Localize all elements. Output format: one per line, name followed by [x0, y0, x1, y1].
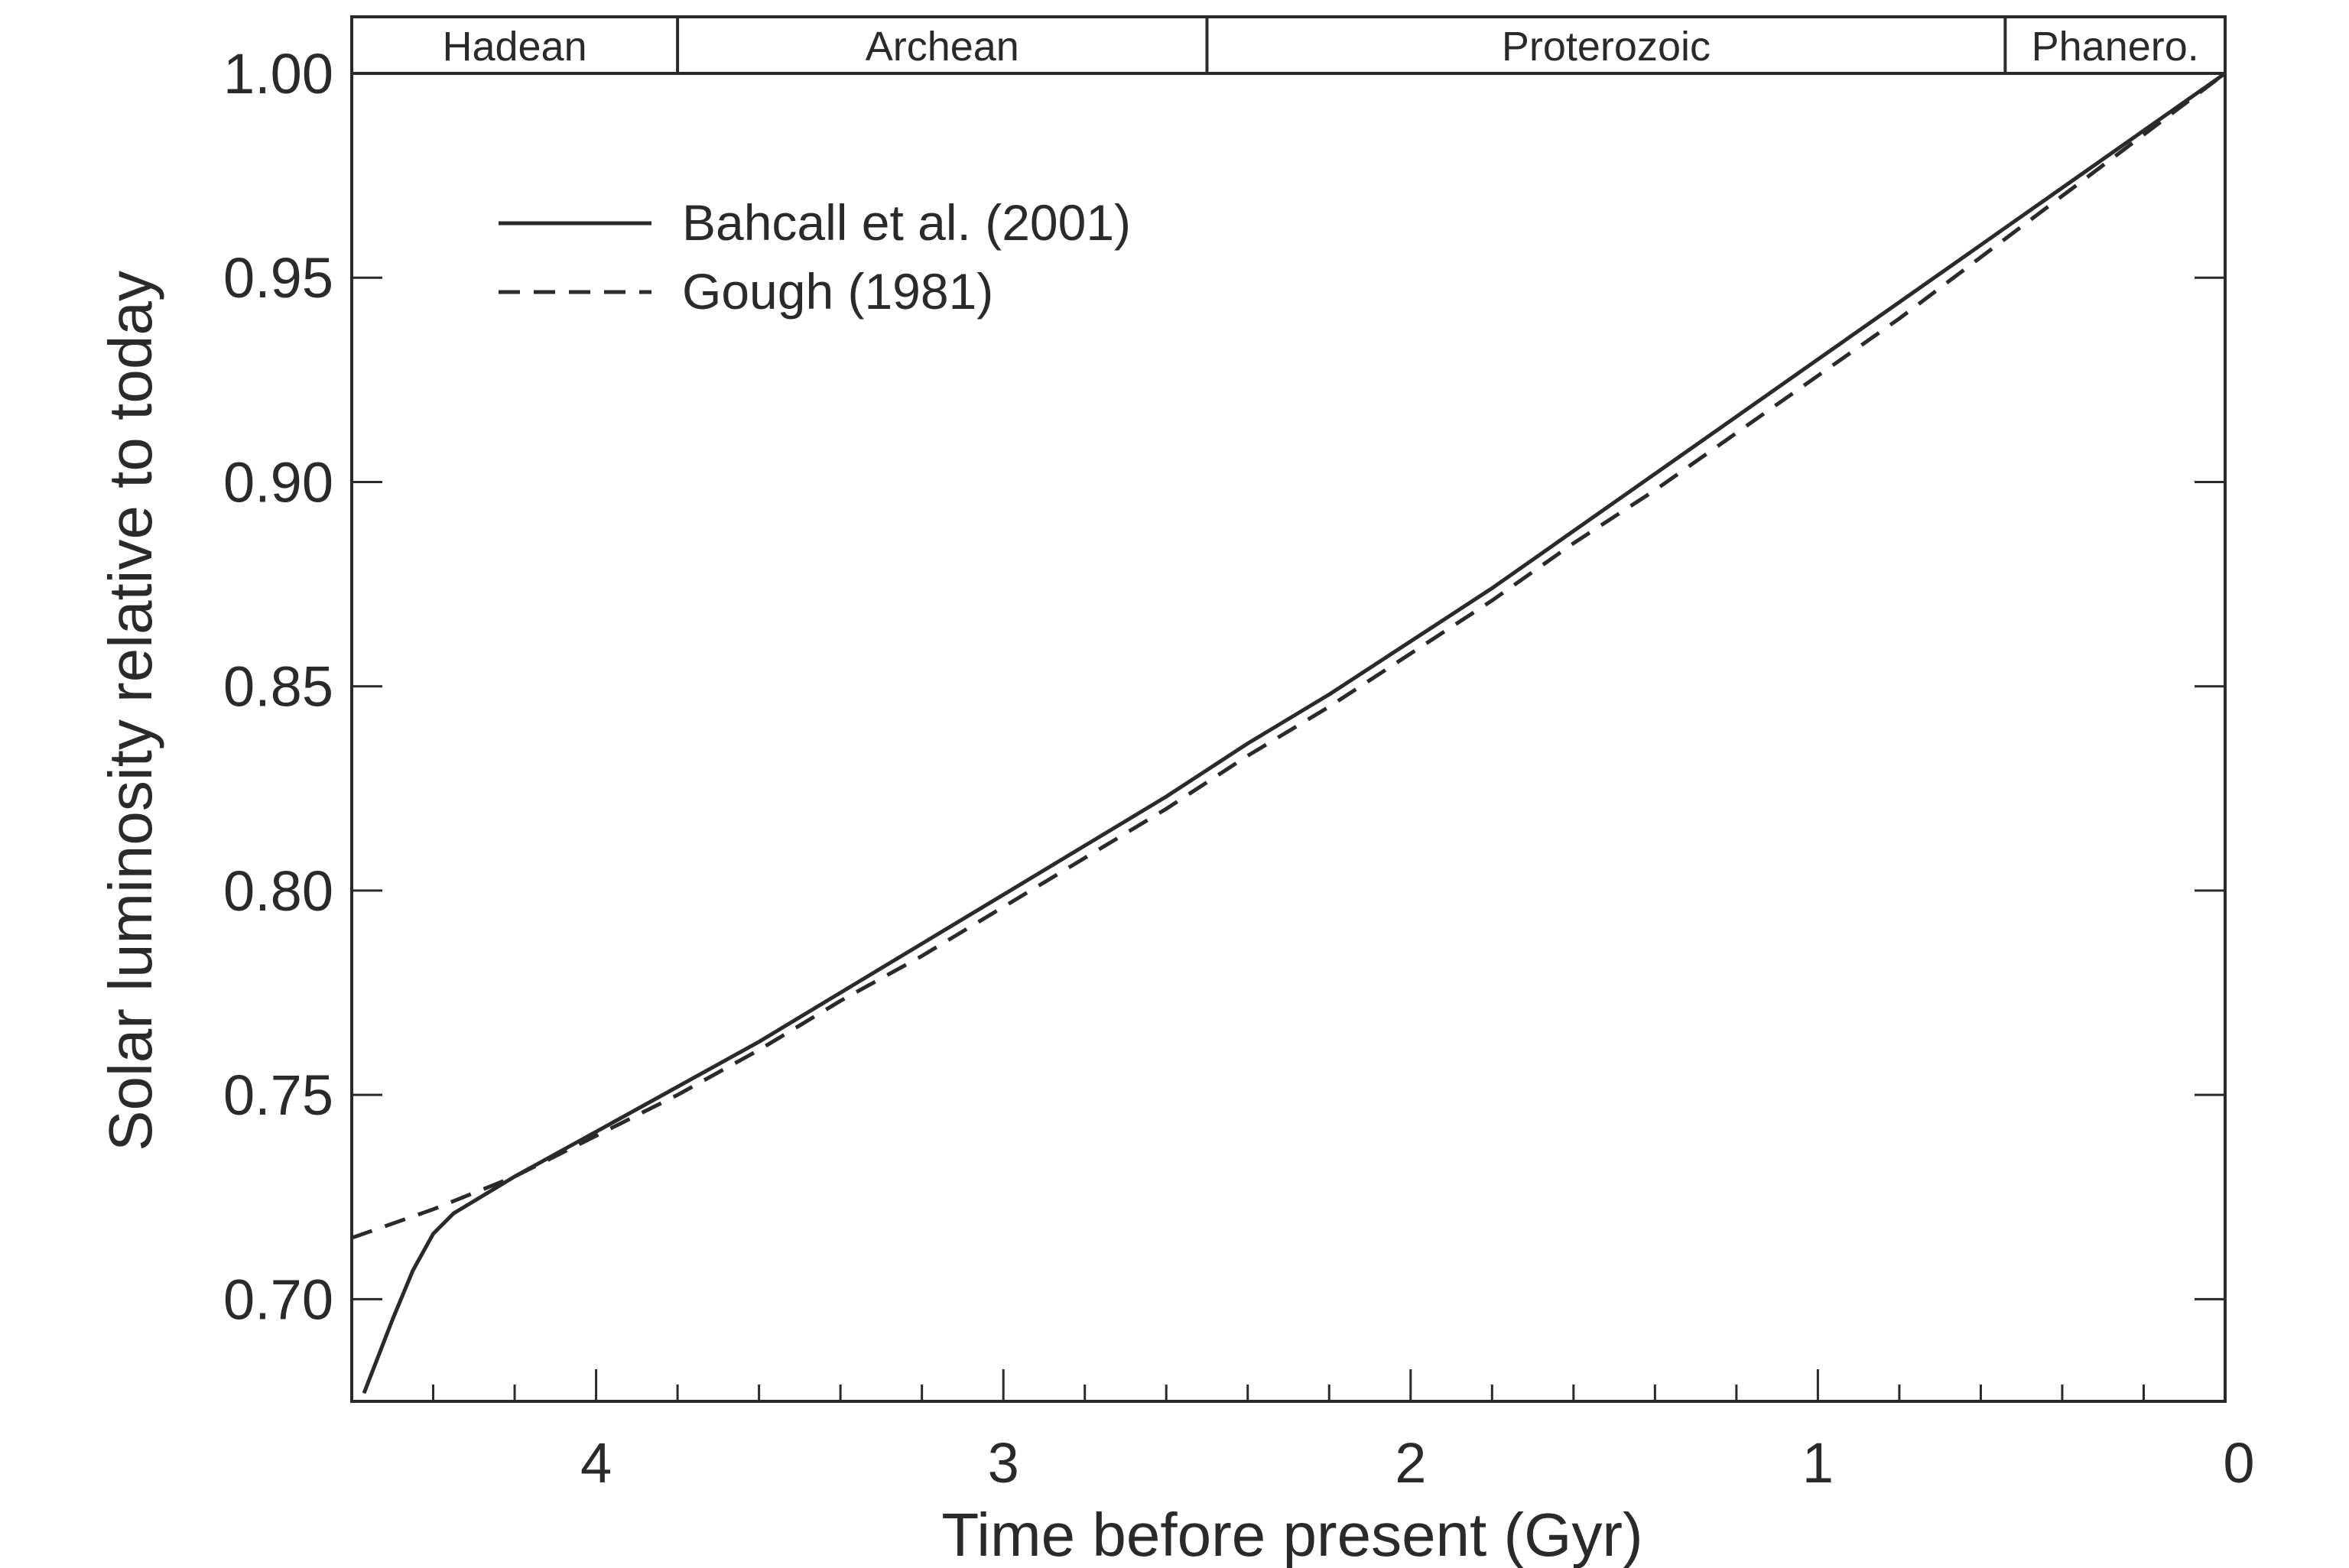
y-tick-label: 0.70 [223, 1268, 333, 1331]
era-label: Archean [866, 24, 1019, 70]
x-tick-label: 2 [1395, 1431, 1426, 1495]
y-tick-label: 0.85 [223, 655, 333, 719]
era-label: Phanero. [2032, 24, 2199, 70]
series [351, 71, 2227, 1394]
era-bar-frame [350, 15, 2227, 75]
legend: Bahcall et al. (2001) Gough (1981) [499, 194, 1131, 320]
series-line-bahcall [362, 71, 2227, 1394]
ticks: 0.70 0.75 0.80 0.85 0.90 0.95 1.00 4 3 2 1 0 [223, 42, 2255, 1495]
x-tick-label: 3 [988, 1431, 1019, 1495]
x-axis-title: Time before present (Gyr) [941, 1501, 1642, 1568]
y-tick-label: 0.75 [223, 1063, 333, 1127]
legend-label: Bahcall et al. (2001) [682, 194, 1131, 251]
x-tick-label: 1 [1802, 1431, 1834, 1495]
axes [350, 72, 2227, 1403]
era-label: Hadean [442, 24, 586, 70]
series-line-gough [351, 72, 2227, 1240]
y-axis-title: Solar luminosity relative to today [96, 271, 164, 1151]
y-tick-label: 0.80 [223, 859, 333, 923]
y-tick-label: 0.90 [223, 450, 333, 514]
y-tick-label: 0.95 [223, 246, 333, 310]
x-tick-label: 4 [580, 1431, 612, 1495]
x-tick-label: 0 [2223, 1431, 2254, 1495]
legend-label: Gough (1981) [682, 263, 993, 320]
era-label: Proterozoic [1502, 24, 1711, 70]
era-bar: Hadean Archean Proterozoic Phanero. [350, 15, 2227, 75]
y-tick-label: 1.00 [223, 42, 333, 106]
plot-frame [350, 72, 2227, 1403]
